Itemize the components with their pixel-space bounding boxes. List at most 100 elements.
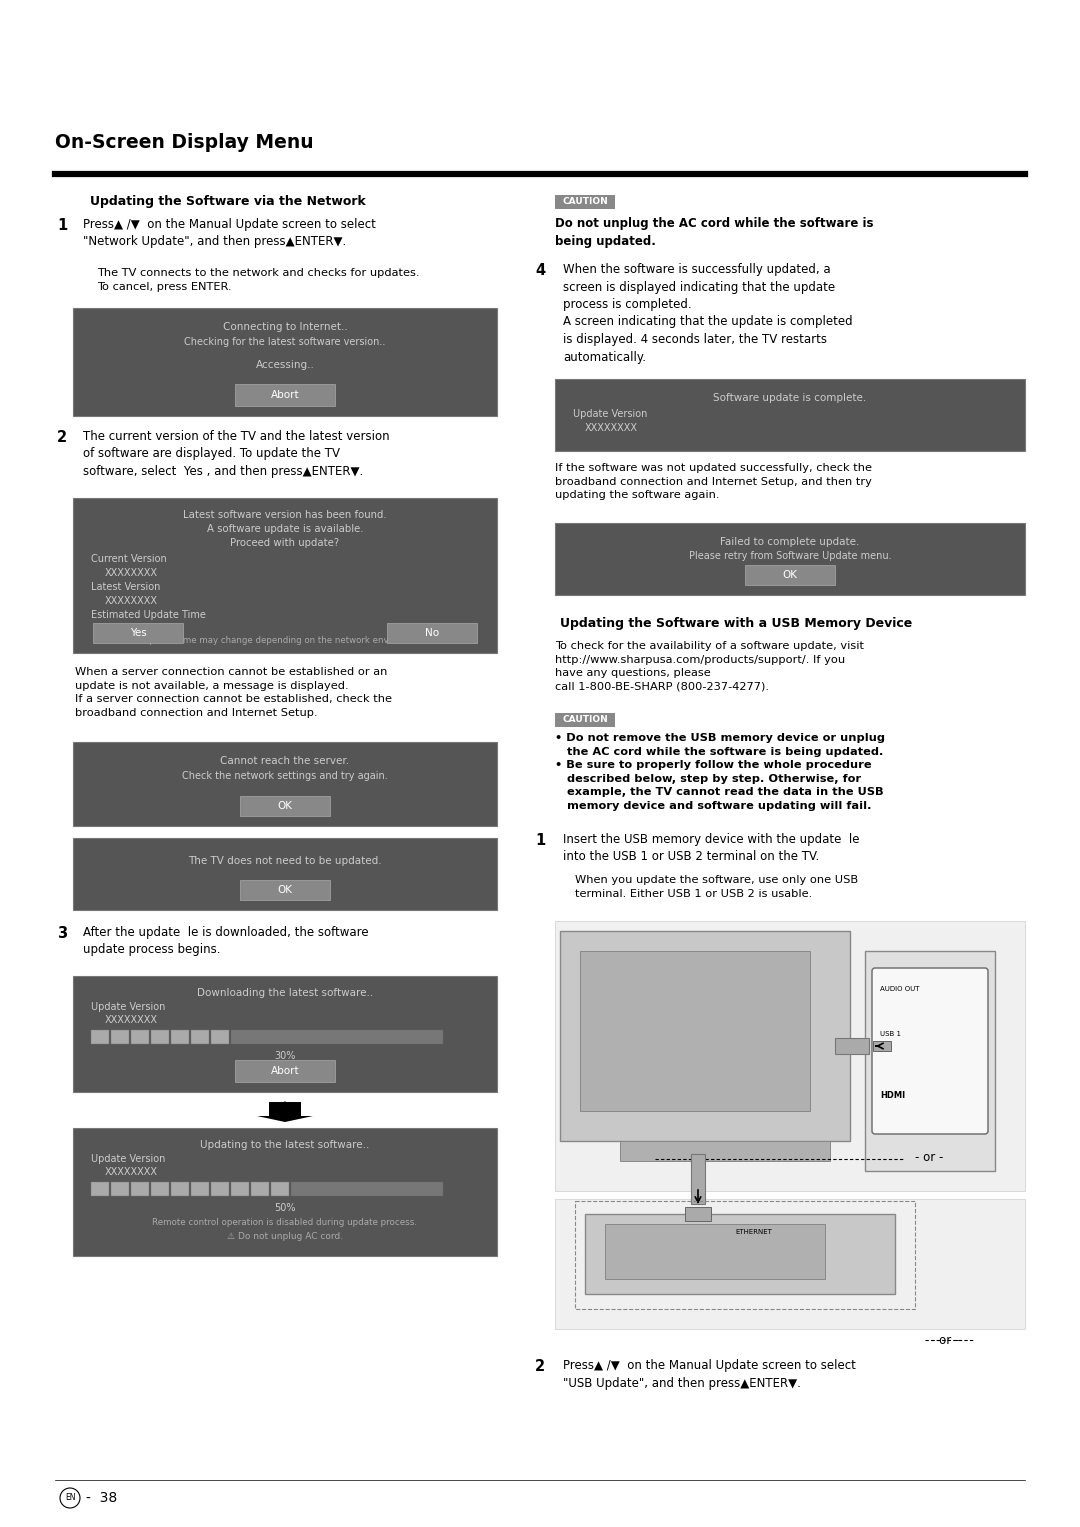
FancyBboxPatch shape xyxy=(73,742,497,826)
FancyBboxPatch shape xyxy=(151,1182,168,1196)
FancyBboxPatch shape xyxy=(240,796,330,815)
Text: Connecting to Internet..: Connecting to Internet.. xyxy=(222,322,348,331)
Text: Check the network settings and try again.: Check the network settings and try again… xyxy=(183,771,388,780)
FancyBboxPatch shape xyxy=(131,1182,149,1196)
FancyBboxPatch shape xyxy=(555,1199,1025,1328)
FancyBboxPatch shape xyxy=(555,195,615,209)
Text: After the update  le is downloaded, the software
update process begins.: After the update le is downloaded, the s… xyxy=(83,925,368,956)
Text: USB 1: USB 1 xyxy=(880,1031,901,1037)
Text: On-Screen Display Menu: On-Screen Display Menu xyxy=(55,133,313,153)
FancyBboxPatch shape xyxy=(240,880,330,899)
Text: 4: 4 xyxy=(535,263,545,278)
Text: When you update the software, use only one USB
terminal. Either USB 1 or USB 2 i: When you update the software, use only o… xyxy=(575,875,859,898)
FancyBboxPatch shape xyxy=(605,1225,825,1280)
FancyBboxPatch shape xyxy=(73,838,497,910)
Text: XXXXXXXX: XXXXXXXX xyxy=(105,1015,158,1025)
Text: ETHERNET: ETHERNET xyxy=(735,1229,772,1235)
Text: 1: 1 xyxy=(535,834,545,847)
Text: OK: OK xyxy=(278,802,293,811)
FancyBboxPatch shape xyxy=(131,1031,149,1044)
FancyBboxPatch shape xyxy=(171,1182,189,1196)
Text: Updating the Software via the Network: Updating the Software via the Network xyxy=(90,195,366,208)
Text: Failed to complete update.: Failed to complete update. xyxy=(720,538,860,547)
Text: Cannot reach the server.: Cannot reach the server. xyxy=(220,756,350,767)
Text: EN: EN xyxy=(65,1493,76,1503)
FancyBboxPatch shape xyxy=(251,1182,269,1196)
Text: Press▲ /▼  on the Manual Update screen to select
"Network Update", and then pres: Press▲ /▼ on the Manual Update screen to… xyxy=(83,218,376,249)
Text: Press▲ /▼  on the Manual Update screen to select
"USB Update", and then press▲EN: Press▲ /▼ on the Manual Update screen to… xyxy=(563,1359,855,1390)
Text: 2: 2 xyxy=(57,431,67,444)
Text: -  38: - 38 xyxy=(86,1490,118,1506)
Text: Abort: Abort xyxy=(271,389,299,400)
FancyBboxPatch shape xyxy=(231,1182,249,1196)
Text: Latest Version: Latest Version xyxy=(91,582,160,592)
Text: CAUTION: CAUTION xyxy=(562,716,608,724)
Text: • Do not remove the USB memory device or unplug
   the AC cord while the softwar: • Do not remove the USB memory device or… xyxy=(555,733,885,811)
Text: 1: 1 xyxy=(57,218,67,234)
FancyBboxPatch shape xyxy=(211,1182,229,1196)
Text: Update Version: Update Version xyxy=(573,409,647,418)
Text: Update Version: Update Version xyxy=(91,1002,165,1012)
Text: When a server connection cannot be established or an
update is not available, a : When a server connection cannot be estab… xyxy=(75,667,392,718)
Text: HDMI: HDMI xyxy=(880,1090,905,1099)
FancyBboxPatch shape xyxy=(111,1031,129,1044)
Text: Updating the Software with a USB Memory Device: Updating the Software with a USB Memory … xyxy=(561,617,913,631)
FancyBboxPatch shape xyxy=(235,1060,335,1083)
FancyBboxPatch shape xyxy=(211,1031,229,1044)
Text: Accessing..: Accessing.. xyxy=(256,360,314,370)
FancyBboxPatch shape xyxy=(561,931,850,1141)
Text: Update Version: Update Version xyxy=(91,1154,165,1164)
FancyBboxPatch shape xyxy=(555,713,615,727)
Text: When the software is successfully updated, a
screen is displayed indicating that: When the software is successfully update… xyxy=(563,263,852,363)
FancyBboxPatch shape xyxy=(685,1206,711,1222)
FancyBboxPatch shape xyxy=(191,1031,210,1044)
FancyBboxPatch shape xyxy=(73,308,497,415)
Text: XXXXXXXX: XXXXXXXX xyxy=(105,1167,158,1177)
Text: Do not unplug the AC cord while the software is
being updated.: Do not unplug the AC cord while the soft… xyxy=(555,217,874,247)
Text: 3: 3 xyxy=(57,925,67,941)
FancyBboxPatch shape xyxy=(91,1182,109,1196)
Polygon shape xyxy=(257,1102,313,1122)
FancyBboxPatch shape xyxy=(691,1154,705,1203)
Text: Checking for the latest software version..: Checking for the latest software version… xyxy=(185,337,386,347)
Text: 50%: 50% xyxy=(274,1203,296,1212)
Text: Remote control operation is disabled during update process.: Remote control operation is disabled dur… xyxy=(152,1219,418,1228)
Text: Downloading the latest software..: Downloading the latest software.. xyxy=(197,988,373,999)
Polygon shape xyxy=(620,1141,831,1161)
Text: 30%: 30% xyxy=(274,1051,296,1061)
FancyBboxPatch shape xyxy=(580,951,810,1112)
FancyBboxPatch shape xyxy=(745,565,835,585)
Text: Please retry from Software Update menu.: Please retry from Software Update menu. xyxy=(689,551,891,560)
FancyBboxPatch shape xyxy=(835,1038,869,1054)
Text: XX: XX xyxy=(105,625,118,634)
Text: Insert the USB memory device with the update  le
into the USB 1 or USB 2 termina: Insert the USB memory device with the up… xyxy=(563,834,860,863)
Text: The TV does not need to be updated.: The TV does not need to be updated. xyxy=(188,857,382,866)
Text: Latest software version has been found.: Latest software version has been found. xyxy=(184,510,387,521)
Text: Update time may change depending on the network environment: Update time may change depending on the … xyxy=(143,637,428,644)
FancyBboxPatch shape xyxy=(191,1182,210,1196)
Text: To check for the availability of a software update, visit
http://www.sharpusa.co: To check for the availability of a softw… xyxy=(555,641,864,692)
Text: CAUTION: CAUTION xyxy=(562,197,608,206)
Text: - or -: - or - xyxy=(931,1335,959,1347)
Text: Current Version: Current Version xyxy=(91,554,166,563)
Text: The current version of the TV and the latest version
of software are displayed. : The current version of the TV and the la… xyxy=(83,431,390,478)
FancyBboxPatch shape xyxy=(151,1031,168,1044)
FancyBboxPatch shape xyxy=(235,383,335,406)
Text: Software update is complete.: Software update is complete. xyxy=(714,392,866,403)
FancyBboxPatch shape xyxy=(231,1031,443,1044)
Text: OK: OK xyxy=(783,570,797,580)
FancyBboxPatch shape xyxy=(93,623,183,643)
Text: Updating to the latest software..: Updating to the latest software.. xyxy=(200,1141,369,1150)
Text: XXXXXXXX: XXXXXXXX xyxy=(105,596,158,606)
FancyBboxPatch shape xyxy=(865,951,995,1171)
Text: If the software was not updated successfully, check the
broadband connection and: If the software was not updated successf… xyxy=(555,463,872,501)
Text: Estimated Update Time: Estimated Update Time xyxy=(91,609,206,620)
FancyBboxPatch shape xyxy=(585,1214,895,1293)
Text: 2: 2 xyxy=(535,1359,545,1374)
FancyBboxPatch shape xyxy=(171,1031,189,1044)
FancyBboxPatch shape xyxy=(555,524,1025,596)
FancyBboxPatch shape xyxy=(111,1182,129,1196)
FancyBboxPatch shape xyxy=(91,1031,109,1044)
FancyBboxPatch shape xyxy=(387,623,477,643)
FancyBboxPatch shape xyxy=(271,1182,289,1196)
